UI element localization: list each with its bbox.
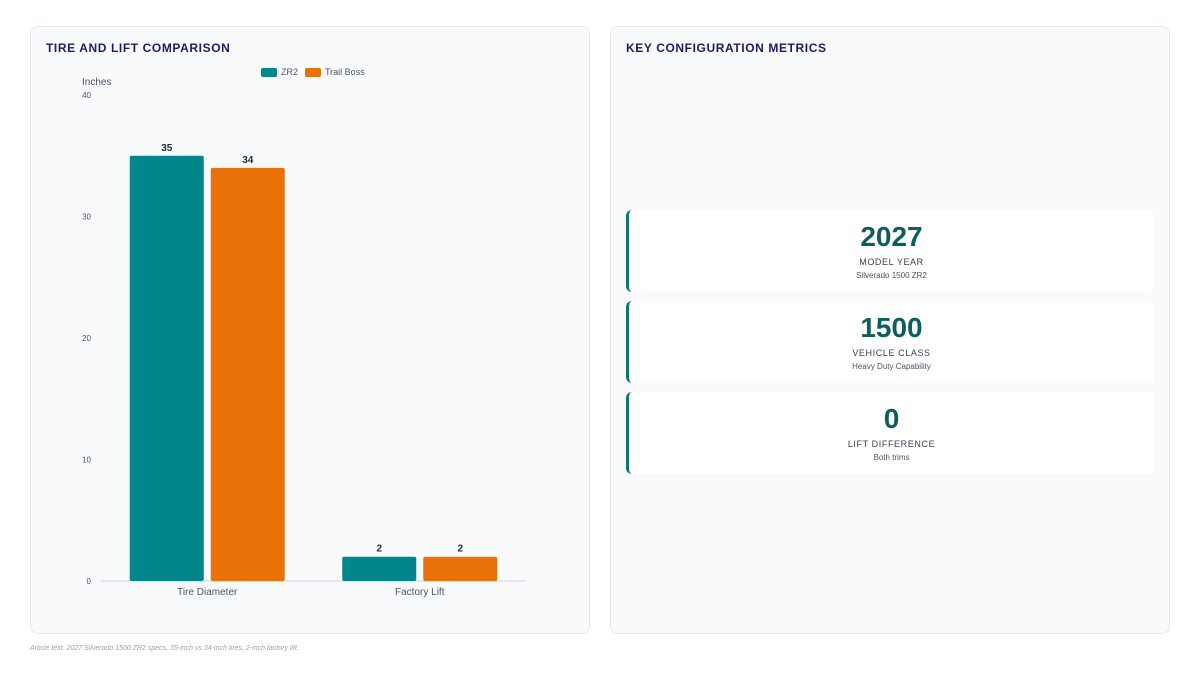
y-tick-label: 0 — [87, 577, 92, 586]
metric-sub-lift-difference: Both trims — [873, 453, 910, 462]
y-tick-label: 20 — [82, 334, 91, 343]
metric-label-lift-difference: LIFT DIFFERENCE — [847, 439, 936, 449]
metric-label-model-year: MODEL YEAR — [859, 257, 924, 267]
y-tick-label: 40 — [82, 91, 91, 100]
metric-label-vehicle-class: VEHICLE CLASS — [852, 348, 931, 358]
metric-sub-model-year: Silverado 1500 ZR2 — [856, 271, 927, 280]
metric-card-lift-difference: 0 LIFT DIFFERENCE Both trims — [626, 392, 1154, 474]
metric-value-lift-difference: 0 — [883, 403, 900, 434]
data-label: 2 — [457, 544, 463, 555]
data-label: 35 — [161, 143, 173, 154]
bar-zr2 — [342, 556, 417, 581]
data-label: 2 — [376, 544, 382, 555]
chart-legend: ZR2 Trail Boss — [261, 67, 372, 77]
bar-trail-boss — [210, 167, 285, 581]
y-axis-label: Inches — [82, 77, 111, 88]
bar-trail-boss — [423, 556, 498, 581]
tire-lift-title: TIRE AND LIFT COMPARISON — [46, 41, 231, 55]
footnote: Article text: 2027 Silverado 1500 ZR2 sp… — [30, 645, 299, 652]
bar-chart: Inches 0 10 20 30 40 35 34 Tire Diameter 2 2 Factor… — [82, 77, 526, 598]
metric-card-vehicle-class: 1500 VEHICLE CLASS Heavy Duty Capability — [626, 301, 1154, 383]
y-tick-label: 30 — [82, 213, 91, 222]
data-label: 34 — [242, 155, 254, 166]
legend-item-trail-boss[interactable]: Trail Boss — [305, 67, 365, 77]
metric-value-vehicle-class: 1500 — [860, 312, 923, 343]
x-tick-label: Factory Lift — [395, 587, 445, 598]
legend-swatch-zr2 — [261, 67, 277, 77]
legend-item-zr2[interactable]: ZR2 — [261, 67, 298, 77]
metrics-title: KEY CONFIGURATION METRICS — [626, 41, 827, 55]
metrics-panel: KEY CONFIGURATION METRICS 2027 MODEL YEA… — [610, 26, 1170, 634]
metric-value-model-year: 2027 — [860, 221, 923, 252]
legend-label-zr2: ZR2 — [281, 67, 299, 77]
legend-swatch-trail-boss — [305, 67, 322, 77]
legend-label-trail-boss: Trail Boss — [325, 67, 365, 77]
x-tick-label: Tire Diameter — [177, 587, 238, 598]
metric-card-model-year: 2027 MODEL YEAR Silverado 1500 ZR2 — [626, 210, 1154, 292]
tire-lift-panel: TIRE AND LIFT COMPARISON ZR2 Trail Boss … — [30, 26, 590, 634]
y-tick-label: 10 — [82, 456, 91, 465]
bar-zr2 — [129, 155, 204, 581]
metric-sub-vehicle-class: Heavy Duty Capability — [852, 362, 931, 371]
